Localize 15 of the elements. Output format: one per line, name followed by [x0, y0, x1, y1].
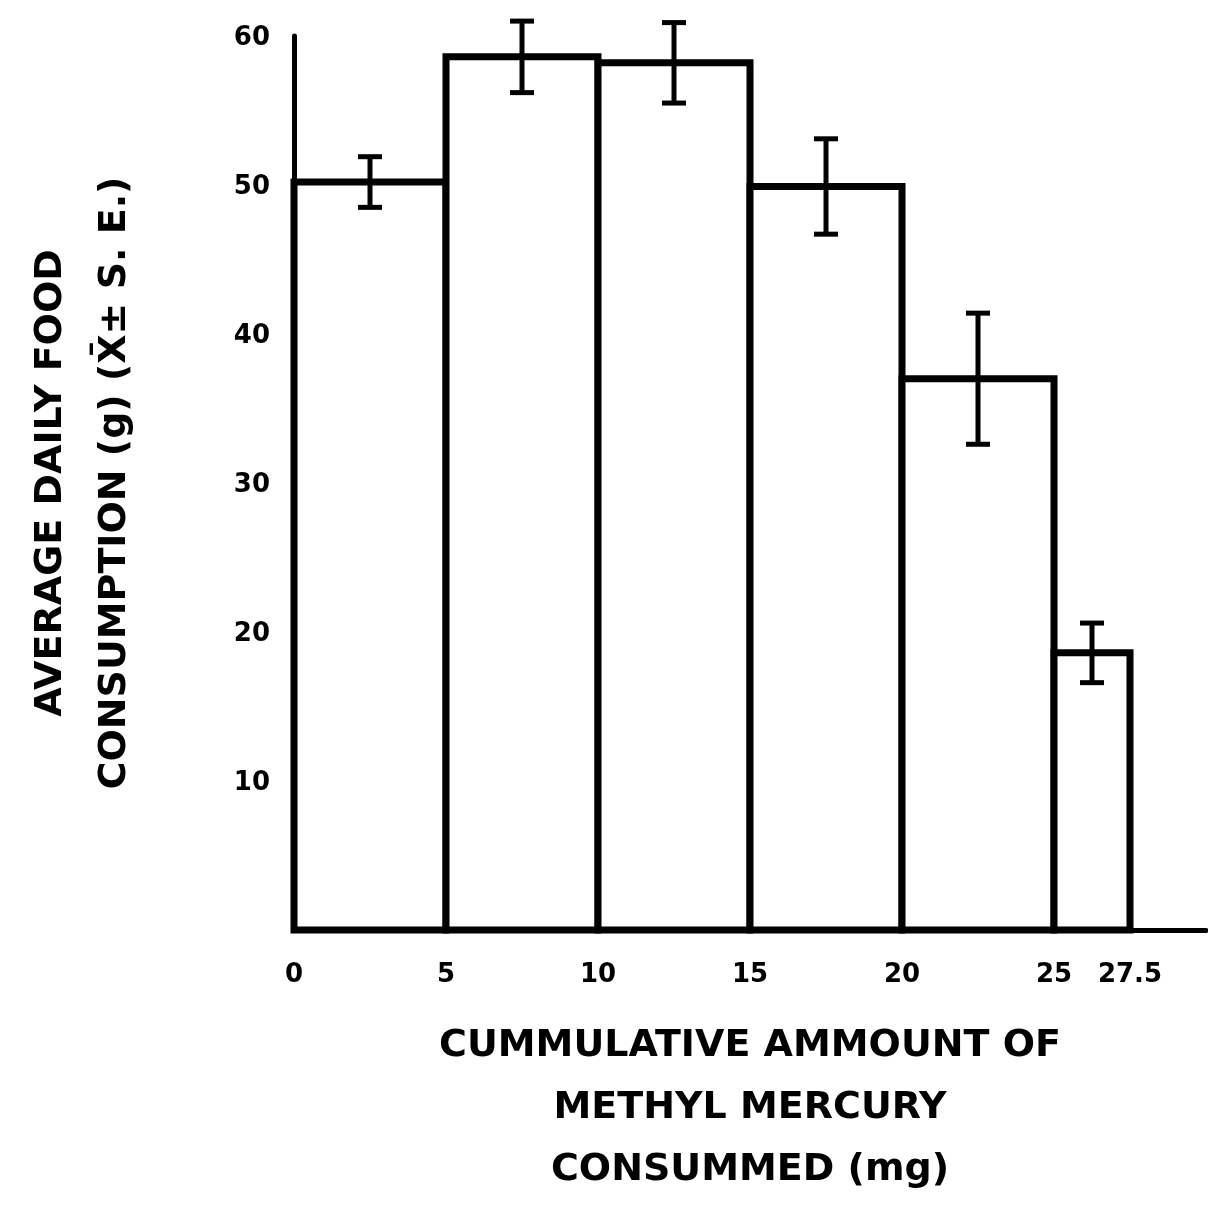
x-tick-label: 27.5: [1097, 958, 1163, 988]
y-tick-label: 40: [233, 319, 270, 349]
x-tick-label: 10: [579, 958, 617, 988]
y-tick-label: 60: [233, 21, 270, 51]
y-tick-label: 10: [233, 766, 270, 796]
x-tick-label: 15: [731, 958, 769, 988]
x-axis-title: CUMMULATIVE AMMOUNT OF METHYL MERCURY CONSUMMED (mg): [439, 1021, 1061, 1189]
y-tick-label: 30: [233, 468, 270, 498]
y-tick-label: 20: [233, 617, 270, 647]
x-tick-label: 20: [883, 958, 921, 988]
x-tick-label: 25: [1035, 958, 1073, 988]
x-tick-label: 0: [284, 958, 304, 988]
y-tick-label: 50: [233, 170, 270, 200]
x-tick-label: 5: [436, 958, 456, 988]
y-axis-title: AVERAGE DAILY FOOD CONSUMPTION (g) (X̄± S. E.): [26, 176, 134, 790]
